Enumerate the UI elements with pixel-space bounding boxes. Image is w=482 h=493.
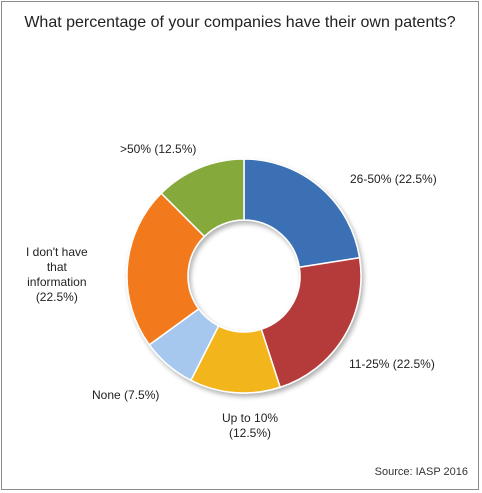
slice-label-26-50: 26-50% (22.5%): [350, 172, 437, 187]
slice-label-over-50: >50% (12.5%): [120, 142, 196, 157]
slice-label-line: information: [27, 275, 87, 289]
slice-label-line: 26-50% (22.5%): [350, 172, 437, 186]
slice-label-line: None (7.5%): [92, 388, 160, 402]
slice-label-up-to-10: Up to 10% (12.5%): [222, 411, 278, 441]
chart-source: Source: IASP 2016: [374, 466, 468, 478]
slice-label-line: (22.5%): [35, 290, 78, 304]
slice-label-line: 11-25% (22.5%): [349, 357, 435, 371]
slice-26-50: [243, 158, 361, 269]
slice-no-information: [126, 192, 206, 346]
slice-label-line: (12.5%): [229, 426, 272, 440]
slice-label-line: >50% (12.5%): [120, 142, 197, 156]
slice-over-50: [160, 158, 245, 238]
slice-label-11-25: 11-25% (22.5%): [349, 357, 435, 372]
chart-title: What percentage of your companies have t…: [24, 14, 456, 31]
slice-label-line: Up to 10%: [222, 411, 279, 425]
slice-label-line: that: [46, 260, 67, 274]
slice-label-line: I don't have: [26, 245, 88, 259]
slice-label-none: None (7.5%): [92, 388, 159, 403]
slice-label-no-information: I don't have that information (22.5%): [26, 245, 88, 305]
slice-11-25: [260, 256, 362, 389]
